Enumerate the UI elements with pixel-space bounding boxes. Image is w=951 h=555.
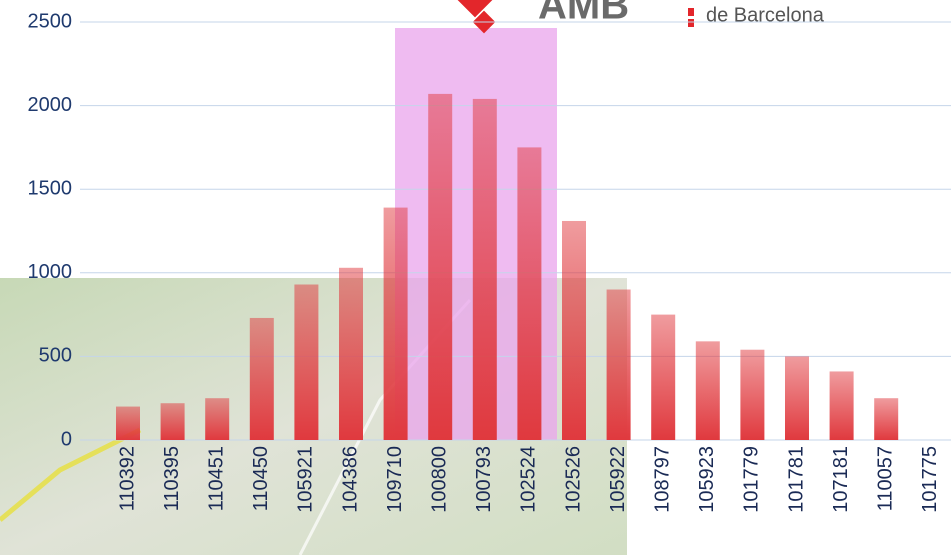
y-tick-label: 2500: [28, 10, 73, 32]
bar: [116, 407, 140, 440]
x-tick-label: 109710: [384, 446, 406, 513]
bar: [250, 318, 274, 440]
bar: [473, 99, 497, 440]
chart: AMB de Barcelona 0 500 1000 1500 2000 2500 110…: [0, 0, 951, 555]
x-tick-label: 102526: [562, 446, 584, 513]
bar: [607, 290, 631, 440]
bar: [651, 315, 675, 440]
x-tick-label: 101781: [785, 446, 807, 513]
bar: [205, 398, 229, 440]
bar: [428, 94, 452, 440]
y-tick-label: 500: [39, 345, 72, 367]
logo-subtitle: de Barcelona: [706, 4, 825, 26]
bar: [785, 356, 809, 440]
bar: [740, 350, 764, 440]
x-tick-label: 110392: [116, 446, 138, 511]
x-tick-label: 110451: [205, 446, 227, 511]
y-tick-label: 1500: [28, 177, 73, 199]
x-tick-label: 107181: [830, 446, 852, 513]
bar: [294, 285, 318, 440]
x-tick-label: 110450: [250, 446, 272, 511]
bar: [830, 371, 854, 440]
logo-separator: [688, 19, 694, 27]
x-tick-label: 101775: [919, 446, 941, 513]
bar: [161, 403, 185, 440]
bar: [874, 398, 898, 440]
x-tick-label: 105923: [696, 446, 718, 513]
bar: [384, 208, 408, 440]
bar: [696, 341, 720, 440]
bar: [339, 268, 363, 440]
y-tick-label: 2000: [28, 94, 73, 116]
x-tick-label: 105922: [607, 446, 629, 513]
x-tick-label: 105921: [295, 446, 317, 513]
x-tick-label: 100800: [428, 446, 450, 513]
logo-separator: [688, 8, 694, 16]
x-tick-label: 102524: [518, 446, 540, 513]
y-tick-label: 0: [61, 428, 72, 450]
bar: [562, 221, 586, 440]
x-tick-label: 110057: [874, 446, 896, 511]
x-tick-label: 104386: [339, 446, 361, 513]
x-tick-label: 100793: [473, 446, 495, 513]
x-tick-label: 110395: [161, 446, 183, 511]
y-tick-label: 1000: [28, 261, 73, 283]
x-tick-label: 108797: [651, 446, 673, 513]
logo-text: AMB: [538, 0, 629, 28]
bar: [517, 147, 541, 440]
x-tick-label: 101779: [741, 446, 763, 513]
